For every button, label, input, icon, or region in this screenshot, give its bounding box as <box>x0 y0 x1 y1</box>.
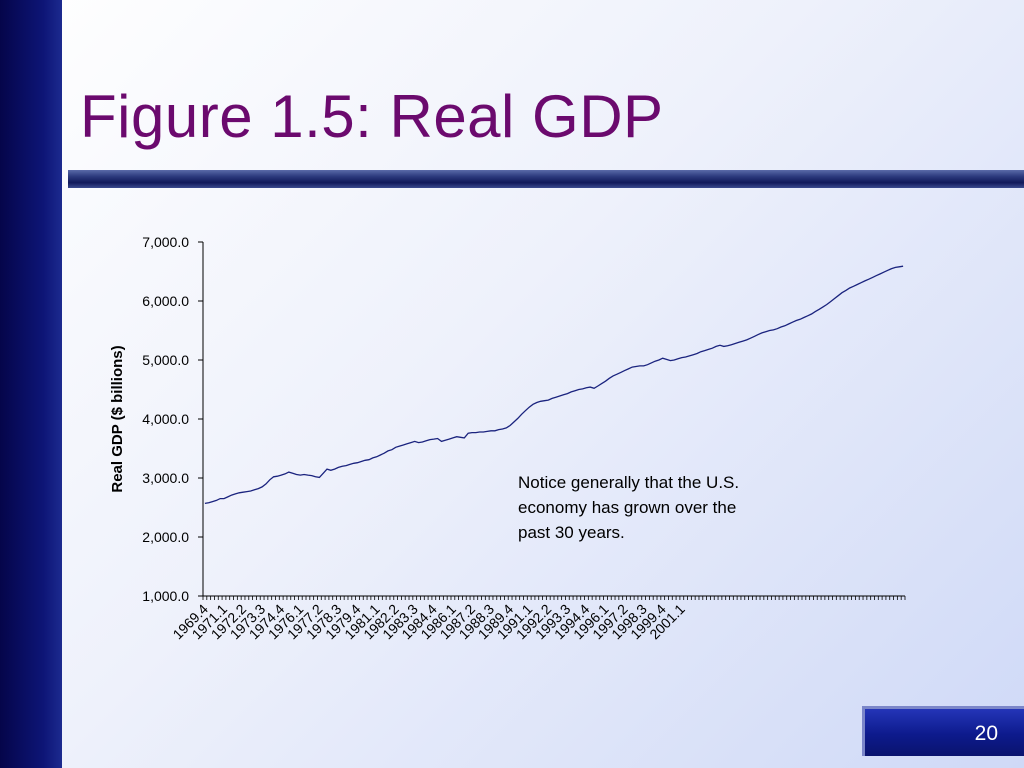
y-tick-label: 2,000.0 <box>142 529 189 545</box>
y-tick-label: 7,000.0 <box>142 234 189 250</box>
y-tick-label: 4,000.0 <box>142 411 189 427</box>
y-tick-label: 5,000.0 <box>142 352 189 368</box>
left-accent-bar <box>0 0 62 768</box>
y-axis-label: Real GDP ($ billions) <box>109 345 126 492</box>
y-axis-ticks: 1,000.0 2,000.0 3,000.0 4,000.0 5,000.0 6,000… <box>142 234 203 604</box>
chart-annotation: Notice generally that the U.S. economy h… <box>518 473 740 542</box>
y-tick-label: 6,000.0 <box>142 293 189 309</box>
page-number-box: 20 <box>862 706 1024 756</box>
y-tick-label: 3,000.0 <box>142 470 189 486</box>
y-tick-label: 1,000.0 <box>142 588 189 604</box>
x-axis-ticks: 1969.41971.11972.21973.31974.41976.11977… <box>169 596 906 642</box>
page-number: 20 <box>974 722 998 745</box>
title-divider <box>68 170 1024 188</box>
slide-title: Figure 1.5: Real GDP <box>80 83 664 150</box>
series-line-real-gdp <box>204 265 904 505</box>
